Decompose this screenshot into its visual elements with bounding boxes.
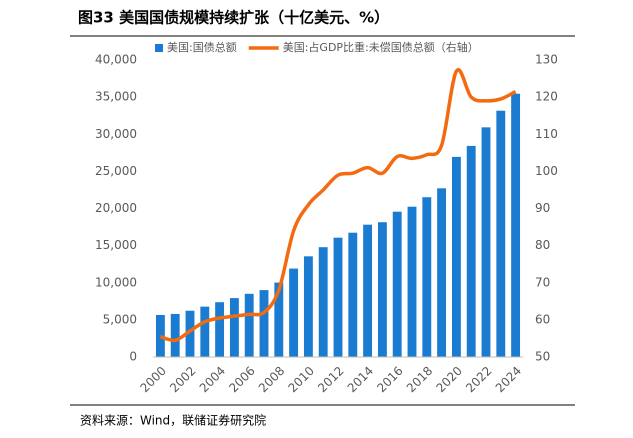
- y2-tick-label: 70: [535, 275, 550, 289]
- y2-tick-label: 110: [535, 127, 558, 141]
- bar: [363, 224, 373, 357]
- x-tick-label: 2020: [433, 364, 464, 395]
- y-tick-label: 35,000: [95, 90, 137, 104]
- y-tick-label: 5,000: [103, 312, 137, 326]
- x-tick-label: 2016: [374, 364, 405, 395]
- bar: [244, 293, 254, 357]
- x-tick-label: 2014: [345, 364, 376, 395]
- y-tick-label: 40,000: [95, 53, 137, 67]
- bar: [155, 314, 165, 357]
- bar: [274, 282, 284, 357]
- bar: [259, 290, 269, 357]
- y-tick-label: 25,000: [95, 164, 137, 178]
- bar: [437, 188, 447, 357]
- bar: [377, 222, 387, 357]
- chart-title: 图33 美国国债规模持续扩张（十亿美元、%）: [78, 9, 389, 27]
- bar: [200, 306, 210, 357]
- bar: [289, 268, 299, 357]
- legend-label: 美国:占GDP比重:未偿国债总额（右轴）: [283, 40, 479, 54]
- x-tick-label: 2006: [226, 364, 257, 395]
- y2-tick-label: 100: [535, 164, 558, 178]
- bar: [185, 310, 195, 357]
- bar: [215, 302, 225, 357]
- bar: [303, 256, 313, 357]
- bar: [333, 237, 343, 357]
- bar: [496, 110, 506, 357]
- source: 资料来源：Wind，联储证券研究院: [80, 413, 266, 428]
- bar: [318, 247, 328, 357]
- y2-tick-label: 80: [535, 238, 550, 252]
- x-tick-label: 2000: [137, 364, 168, 395]
- legend-swatch: [155, 44, 163, 52]
- bar: [392, 211, 402, 357]
- x-tick-label: 2022: [463, 364, 494, 395]
- x-tick-label: 2010: [285, 364, 316, 395]
- bar: [229, 298, 239, 357]
- bar: [466, 145, 476, 357]
- bar: [481, 127, 491, 357]
- y-tick-label: 10,000: [95, 275, 137, 289]
- bar: [511, 93, 521, 357]
- y-tick-label: 15,000: [95, 238, 137, 252]
- y2-tick-label: 60: [535, 312, 550, 326]
- y-tick-label: 30,000: [95, 127, 137, 141]
- x-tick-label: 2024: [493, 364, 524, 395]
- x-tick-label: 2018: [404, 364, 435, 395]
- line: [159, 67, 517, 343]
- bar: [348, 232, 358, 357]
- y-tick-label: 0: [129, 350, 137, 364]
- bar: [170, 313, 180, 357]
- legend-label: 美国:国债总额: [167, 40, 237, 54]
- y2-tick-label: 130: [535, 53, 558, 67]
- x-tick-label: 2002: [167, 364, 198, 395]
- bar: [451, 156, 461, 357]
- y-tick-label: 20,000: [95, 201, 137, 215]
- y2-tick-label: 90: [535, 201, 550, 215]
- y2-tick-label: 50: [535, 350, 550, 364]
- y2-tick-label: 120: [535, 90, 558, 104]
- x-tick-label: 2004: [197, 364, 228, 395]
- bar: [407, 206, 417, 357]
- x-tick-label: 2008: [256, 364, 287, 395]
- bar: [422, 197, 432, 357]
- x-tick-label: 2012: [315, 364, 346, 395]
